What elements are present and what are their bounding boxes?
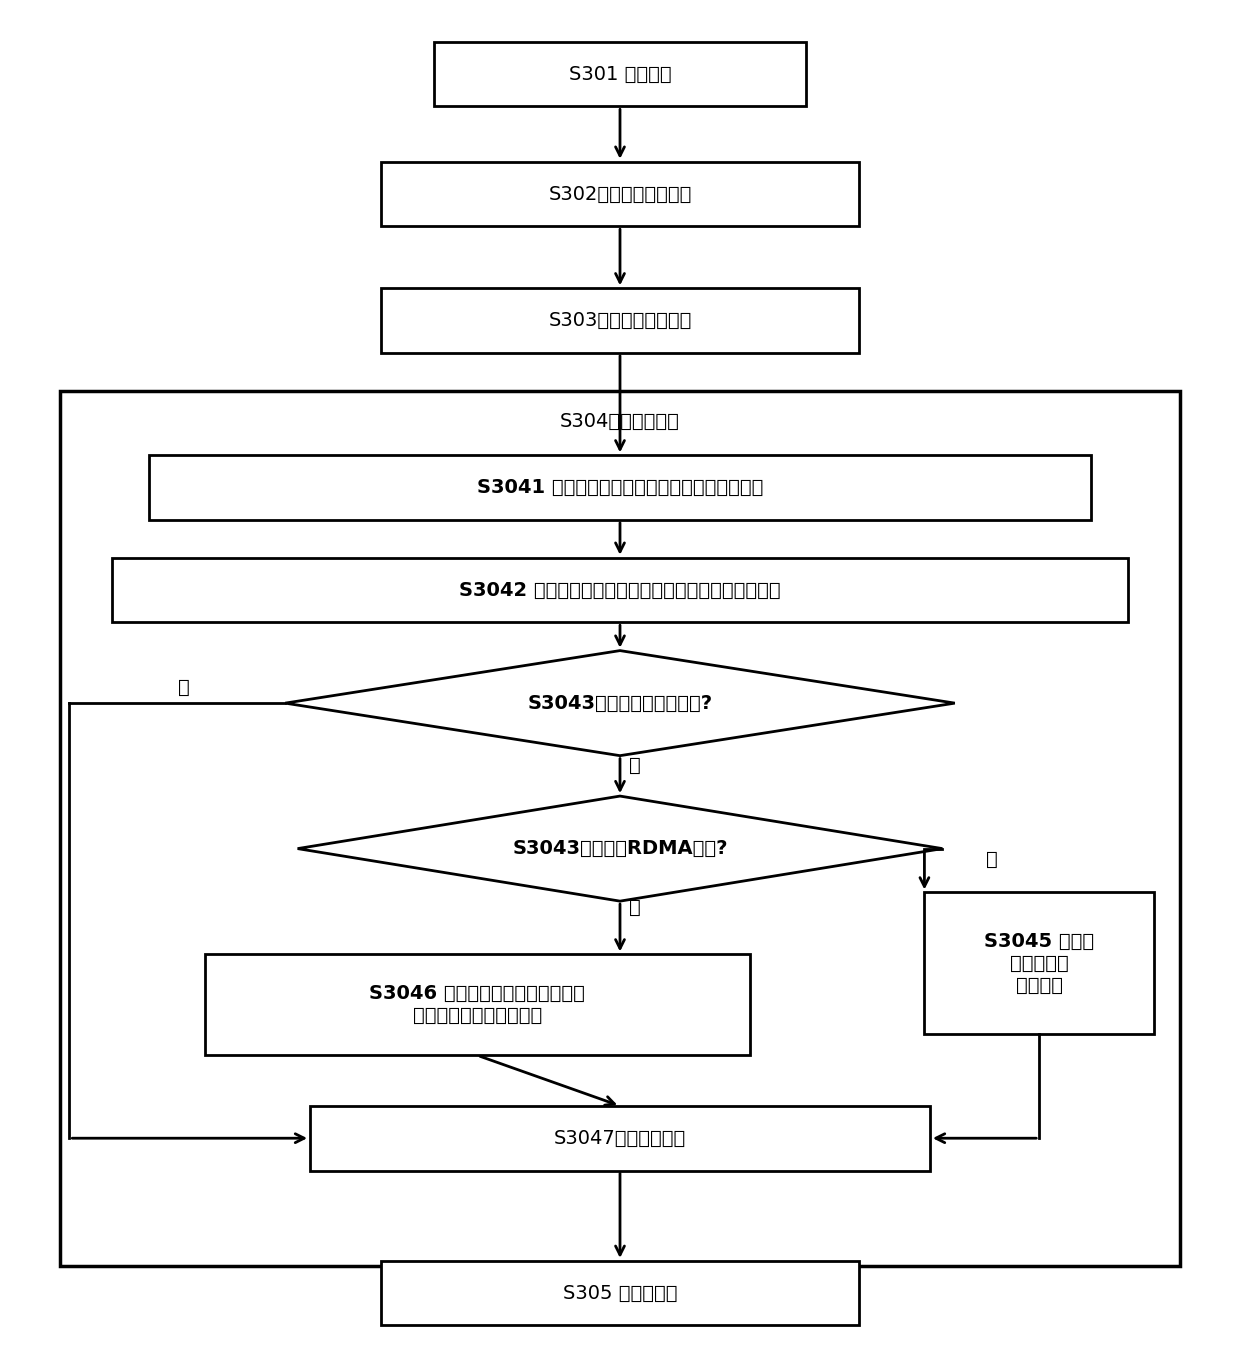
Bar xyxy=(924,893,1153,1034)
Text: S302发送数据可读消息: S302发送数据可读消息 xyxy=(548,185,692,203)
Text: S3046 通过第一套接字单元接收第
二套接字发送的消息数据: S3046 通过第一套接字单元接收第 二套接字发送的消息数据 xyxy=(370,985,585,1025)
Polygon shape xyxy=(285,651,955,756)
Text: S303发起数据传输命令: S303发起数据传输命令 xyxy=(548,311,692,330)
Text: S3042 按照先进先出规则获取请求描述及读取回调描述: S3042 按照先进先出规则获取请求描述及读取回调描述 xyxy=(459,581,781,599)
Bar xyxy=(310,1106,930,1171)
Bar xyxy=(112,558,1128,622)
Bar xyxy=(382,162,858,226)
Text: 是: 是 xyxy=(986,850,998,869)
Polygon shape xyxy=(298,796,942,901)
Bar xyxy=(382,1261,858,1325)
Text: S304执行数据交换: S304执行数据交换 xyxy=(560,412,680,431)
Bar xyxy=(434,42,806,106)
Bar xyxy=(149,455,1091,520)
Text: S3047执行回调函数: S3047执行回调函数 xyxy=(554,1129,686,1148)
Text: S301 启动系统: S301 启动系统 xyxy=(569,65,671,84)
Text: S305 发反馈消息: S305 发反馈消息 xyxy=(563,1284,677,1303)
Bar xyxy=(205,954,750,1056)
Text: S3045 直接存
取第二输出
数据缓存: S3045 直接存 取第二输出 数据缓存 xyxy=(985,932,1094,994)
Text: 否: 否 xyxy=(629,898,641,917)
Bar xyxy=(60,391,1180,1266)
Text: S3043描述类型为读取请求?: S3043描述类型为读取请求? xyxy=(527,694,713,713)
Text: S3041 将请求描述及读取回调描述插入对应队列: S3041 将请求描述及读取回调描述插入对应队列 xyxy=(477,478,763,497)
Text: 是: 是 xyxy=(629,756,641,775)
Bar xyxy=(382,288,858,353)
Text: S3043链路层为RDMA协议?: S3043链路层为RDMA协议? xyxy=(512,839,728,858)
Text: 否: 否 xyxy=(177,678,190,696)
